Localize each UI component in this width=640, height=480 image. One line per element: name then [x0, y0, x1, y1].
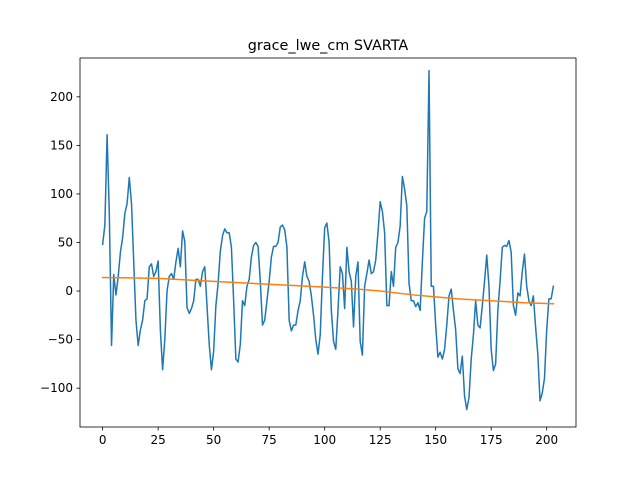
x-tick-label: 125 [369, 433, 392, 447]
y-tick-label: 150 [50, 138, 73, 152]
y-tick-label: 0 [65, 284, 73, 298]
y-tick-label: 200 [50, 90, 73, 104]
y-tick-label: 50 [58, 236, 73, 250]
x-tick-label: 100 [313, 433, 336, 447]
x-tick-label: 0 [99, 433, 107, 447]
x-tick-label: 200 [535, 433, 558, 447]
x-tick-label: 50 [206, 433, 221, 447]
y-tick-label: −100 [40, 381, 73, 395]
plot-area: 0 25 50 75 100 125 150 175 200 −100 −50 0 50 100 150 20… [40, 57, 577, 447]
x-tick-label: 75 [262, 433, 277, 447]
chart-title: grace_lwe_cm SVARTA [248, 38, 409, 54]
series-line-2 [101, 276, 555, 305]
y-tick-label: −50 [48, 333, 73, 347]
series-line-1 [101, 69, 555, 411]
x-tick-label: 25 [151, 433, 166, 447]
x-tick-label: 175 [480, 433, 503, 447]
y-tick-label: 100 [50, 187, 73, 201]
x-tick-label: 150 [424, 433, 447, 447]
